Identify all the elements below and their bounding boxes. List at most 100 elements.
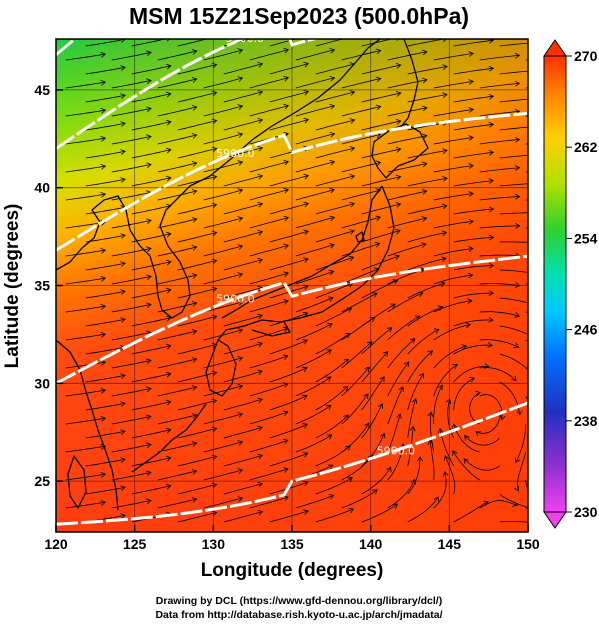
streamline-arrowhead xyxy=(120,289,126,295)
streamline-arrowhead xyxy=(422,49,428,56)
streamline xyxy=(499,183,528,187)
streamline-arrowhead xyxy=(371,292,378,298)
streamline-arrowhead xyxy=(237,188,244,194)
streamline xyxy=(85,66,126,75)
streamline-arrowhead xyxy=(257,62,264,68)
streamline-arrowhead xyxy=(237,384,244,390)
streamline-arrowhead xyxy=(343,414,349,420)
streamline xyxy=(295,434,332,453)
streamline xyxy=(295,349,332,369)
streamline xyxy=(249,244,289,257)
streamline-arrowhead xyxy=(257,481,264,488)
streamline xyxy=(203,217,243,229)
streamline-arrowhead xyxy=(329,215,336,222)
streamline-arrowhead xyxy=(468,135,474,141)
streamline xyxy=(433,193,474,201)
streamline-arrowhead xyxy=(441,230,448,237)
streamline-arrowhead xyxy=(433,328,440,334)
streamline xyxy=(407,66,448,75)
streamline-arrowhead xyxy=(165,427,172,434)
streamline-arrowhead xyxy=(451,423,458,429)
streamline xyxy=(499,126,528,131)
streamline xyxy=(453,123,494,131)
colorbar: 270 262 254 246 238 230 xyxy=(543,39,598,529)
streamline xyxy=(249,327,289,341)
streamline-arrowhead xyxy=(346,307,353,313)
streamline xyxy=(341,489,378,509)
streamline xyxy=(295,404,332,425)
streamline xyxy=(131,429,171,439)
streamline-arrowhead xyxy=(237,412,244,418)
streamline xyxy=(499,154,528,159)
streamline-arrowhead xyxy=(100,415,107,422)
streamline xyxy=(157,274,197,285)
streamline-arrowhead xyxy=(442,64,448,71)
streamline-arrowhead xyxy=(165,231,172,238)
streamline xyxy=(177,316,217,327)
streamline-arrowhead xyxy=(488,290,495,297)
streamline xyxy=(223,91,263,103)
streamline xyxy=(157,470,197,481)
streamline xyxy=(407,350,433,383)
streamline-arrowhead xyxy=(468,218,474,225)
streamline xyxy=(315,307,352,327)
streamline-arrowhead xyxy=(237,328,244,334)
streamline-arrowhead xyxy=(257,229,264,236)
streamline xyxy=(315,230,355,243)
coastlines xyxy=(56,39,429,511)
streamline xyxy=(387,338,416,369)
streamline xyxy=(525,479,528,490)
streamline xyxy=(407,306,443,327)
streamline-arrowhead xyxy=(422,105,428,112)
streamline-arrowhead xyxy=(191,413,198,419)
contour-label: 5700.0 xyxy=(226,32,265,45)
streamline-arrowhead xyxy=(395,63,402,69)
streamline-arrowhead xyxy=(375,48,382,55)
streamline xyxy=(453,365,489,383)
streamline-arrowhead xyxy=(442,203,448,210)
streamline xyxy=(203,329,243,341)
y-tick-label: 35 xyxy=(34,278,50,294)
streamline xyxy=(177,92,217,103)
streamline-arrowhead xyxy=(581,182,585,187)
streamline-arrowhead xyxy=(581,98,585,103)
streamline xyxy=(429,440,435,481)
streamline-arrowhead xyxy=(418,372,425,379)
streamline-arrowhead xyxy=(191,329,198,335)
streamline xyxy=(177,176,217,187)
streamline xyxy=(453,292,494,299)
streamline xyxy=(131,177,171,187)
streamline xyxy=(131,345,171,355)
streamline-arrowhead xyxy=(302,452,309,458)
streamline-arrowhead xyxy=(535,521,540,526)
streamline-arrowhead xyxy=(349,118,356,124)
streamline-arrowhead xyxy=(257,425,263,432)
streamline xyxy=(111,192,152,201)
streamline xyxy=(452,450,480,481)
streamline-arrowhead xyxy=(257,509,264,516)
streamline xyxy=(157,218,197,229)
streamline-arrowhead xyxy=(303,201,310,208)
streamline-arrowhead xyxy=(283,75,290,82)
streamline-arrowhead xyxy=(514,312,521,318)
streamline-arrowhead xyxy=(329,48,336,54)
streamline xyxy=(361,64,401,75)
streamline xyxy=(223,398,263,411)
streamline-arrowhead xyxy=(165,175,172,182)
streamline xyxy=(203,273,243,285)
streamline-arrowhead xyxy=(328,494,335,500)
streamline-arrowhead xyxy=(422,133,428,140)
y-axis-label: Latitude (degrees) xyxy=(2,204,23,369)
contour-line xyxy=(56,39,320,150)
streamline-arrowhead xyxy=(237,76,244,82)
streamline xyxy=(315,203,355,215)
streamline-arrowhead xyxy=(283,187,290,194)
streamline-arrowhead xyxy=(120,177,126,183)
streamline xyxy=(499,241,528,243)
streamline-arrowhead xyxy=(511,375,517,382)
streamline xyxy=(433,165,474,173)
streamline xyxy=(341,292,378,313)
streamline xyxy=(249,355,288,369)
streamline-arrowhead xyxy=(100,443,107,450)
streamline xyxy=(341,243,380,257)
